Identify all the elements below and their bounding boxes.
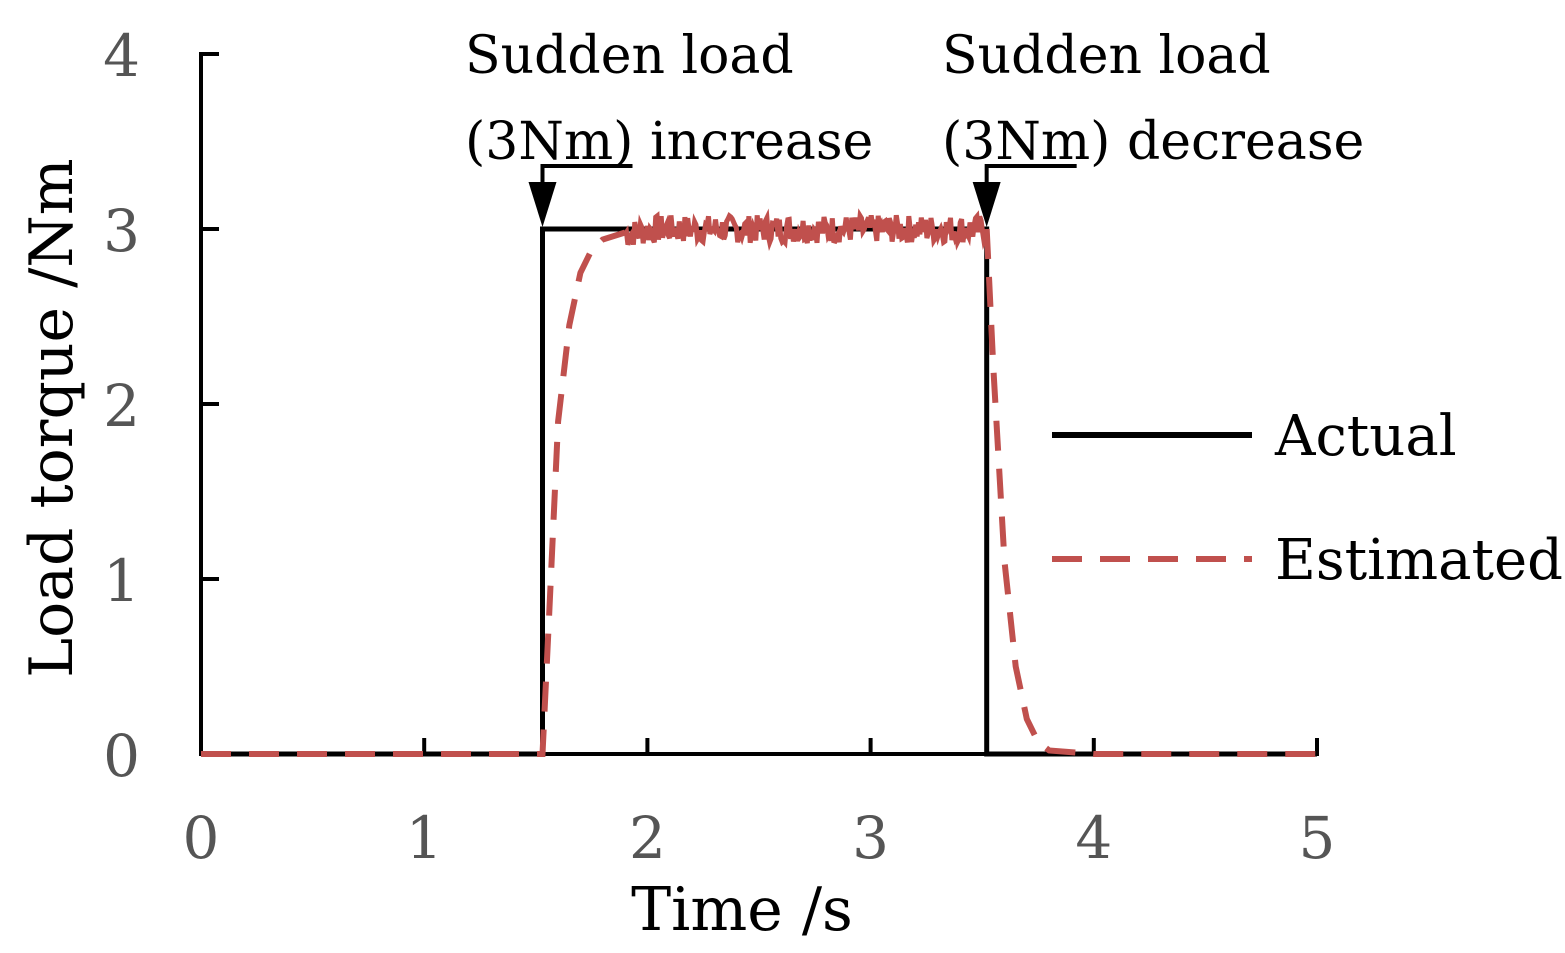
y-tick-label: 2: [103, 372, 140, 440]
legend-label-estimated: Estimated: [1275, 528, 1563, 593]
series-estimated-line-tail: [983, 228, 1317, 757]
annotation-2-line-1: Sudden load: [942, 26, 1271, 86]
y-tick-label: 1: [103, 547, 140, 615]
series-estimated-line-noise: [622, 208, 989, 252]
x-tick-label: 2: [629, 804, 666, 872]
annotation-2-line-2: (3Nm) decrease: [942, 112, 1364, 172]
annotation-1-line-1: Sudden load: [465, 26, 794, 86]
y-tick-label: 4: [103, 22, 140, 90]
x-tick-label: 5: [1299, 804, 1336, 872]
legend: Actual Estimated: [1052, 404, 1563, 593]
legend-label-actual: Actual: [1274, 404, 1457, 469]
annotations: Sudden load (3Nm) increase Sudden load (3Nm…: [465, 26, 1364, 227]
annotation-2-arrow: [972, 182, 1001, 227]
x-tick-label: 1: [406, 804, 443, 872]
series-actual-line: [201, 226, 1317, 757]
series-layer: [201, 208, 1317, 757]
x-tick-label: 4: [1075, 804, 1112, 872]
y-tick-label: 0: [103, 722, 140, 790]
x-tick-label: 0: [183, 804, 220, 872]
x-axis-title: Time /s: [631, 875, 853, 945]
y-axis-title: Load torque /Nm: [17, 158, 87, 677]
annotation-1-arrow: [528, 182, 557, 227]
series-estimated-line: [201, 229, 626, 757]
x-tick-label: 3: [852, 804, 889, 872]
axes: 0 1 2 3 4 5 0 1 2 3 4: [103, 22, 1335, 872]
y-tick-label: 3: [103, 197, 140, 265]
annotation-1-line-2: (3Nm) increase: [465, 112, 873, 172]
